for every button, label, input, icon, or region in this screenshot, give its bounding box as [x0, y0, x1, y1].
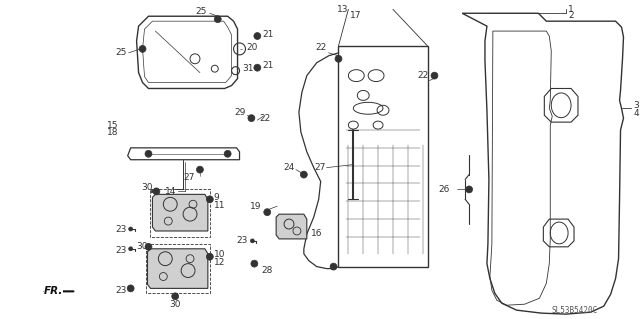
Text: FR.: FR.	[44, 286, 63, 296]
Circle shape	[330, 263, 337, 270]
Text: 22: 22	[259, 114, 271, 123]
Text: 9: 9	[214, 193, 220, 202]
Circle shape	[214, 16, 221, 23]
Text: 23: 23	[115, 246, 127, 255]
Circle shape	[251, 260, 258, 267]
Text: 22: 22	[315, 43, 326, 52]
Text: SL53B5420C: SL53B5420C	[551, 306, 598, 315]
Text: 21: 21	[262, 61, 274, 70]
Text: 30: 30	[170, 300, 181, 309]
Text: 25: 25	[195, 7, 207, 16]
Circle shape	[466, 186, 472, 193]
Circle shape	[196, 166, 204, 173]
Circle shape	[250, 239, 254, 243]
Text: 27: 27	[184, 173, 195, 182]
Circle shape	[335, 55, 342, 62]
Text: 27: 27	[314, 163, 326, 172]
Text: 30: 30	[141, 183, 152, 192]
Text: 14: 14	[165, 187, 176, 196]
Text: 31: 31	[243, 64, 254, 73]
Circle shape	[139, 45, 146, 52]
Text: 1: 1	[568, 5, 574, 14]
Text: 29: 29	[234, 108, 246, 117]
Text: 19: 19	[250, 202, 261, 211]
Circle shape	[254, 33, 261, 40]
Circle shape	[254, 64, 261, 71]
Circle shape	[153, 188, 160, 195]
Text: 20: 20	[246, 43, 258, 52]
Text: 10: 10	[214, 250, 225, 259]
Polygon shape	[152, 194, 208, 231]
Circle shape	[127, 285, 134, 292]
Text: 11: 11	[214, 201, 225, 210]
Text: 22: 22	[417, 71, 429, 80]
Text: 15: 15	[108, 121, 119, 130]
Circle shape	[300, 171, 307, 178]
Text: 28: 28	[261, 266, 273, 275]
Text: 30: 30	[136, 242, 147, 251]
Circle shape	[264, 209, 271, 216]
Text: 16: 16	[311, 229, 323, 238]
Polygon shape	[276, 214, 307, 239]
Text: 4: 4	[634, 109, 639, 118]
Text: 21: 21	[262, 30, 274, 39]
Circle shape	[224, 150, 231, 157]
Text: 17: 17	[350, 11, 362, 20]
Text: 3: 3	[634, 101, 639, 110]
Text: 23: 23	[115, 286, 127, 295]
Text: 23: 23	[115, 225, 127, 234]
Circle shape	[145, 243, 152, 250]
Text: 2: 2	[568, 11, 573, 20]
Circle shape	[172, 293, 179, 300]
Circle shape	[206, 253, 213, 260]
Circle shape	[248, 115, 255, 122]
Text: 26: 26	[438, 185, 449, 194]
Text: 18: 18	[108, 128, 119, 137]
Circle shape	[145, 150, 152, 157]
Circle shape	[431, 72, 438, 79]
Text: 12: 12	[214, 258, 225, 267]
Text: 13: 13	[337, 5, 348, 14]
Circle shape	[129, 227, 132, 231]
Circle shape	[129, 247, 132, 251]
Polygon shape	[147, 249, 208, 288]
Circle shape	[206, 196, 213, 203]
Text: 24: 24	[284, 163, 295, 172]
Text: 23: 23	[236, 236, 248, 245]
Text: 25: 25	[115, 48, 127, 57]
